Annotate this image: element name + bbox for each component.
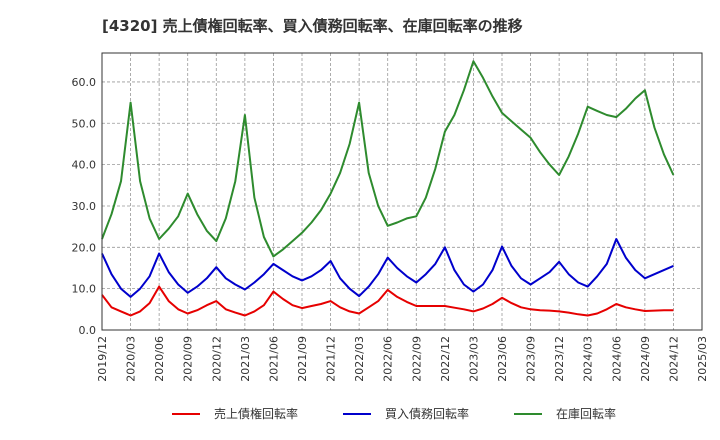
chart-title: [4320] 売上債権回転率、買入債務回転率、在庫回転率の推移 [102,17,523,35]
legend-label-0: 売上債権回転率 [214,406,298,421]
y-tick-label: 10.0 [72,283,97,296]
y-tick-label: 40.0 [72,159,97,172]
x-tick-label: 2021/03 [239,336,252,382]
x-tick-label: 2024/06 [610,336,623,382]
x-tick-label: 2023/06 [496,336,509,382]
x-tick-label: 2019/12 [96,336,109,382]
x-tick-label: 2022/03 [353,336,366,382]
x-tick-label: 2024/03 [582,336,595,382]
y-axis: 0.0 10.0 20.0 30.0 40.0 50.0 60.0 [72,76,97,337]
x-tick-label: 2021/06 [267,336,280,382]
x-tick-label: 2025/03 [696,336,709,382]
legend: 売上債権回転率 買入債務回転率 在庫回転率 [172,406,616,421]
x-tick-label: 2024/12 [667,336,680,382]
x-tick-label: 2020/09 [182,336,195,382]
x-tick-label: 2021/12 [325,336,338,382]
x-tick-label: 2020/06 [153,336,166,382]
x-tick-label: 2022/09 [410,336,423,382]
legend-label-2: 在庫回転率 [556,406,616,421]
x-tick-label: 2020/12 [210,336,223,382]
x-tick-label: 2023/12 [553,336,566,382]
x-tick-label: 2020/03 [125,336,138,382]
y-tick-label: 50.0 [72,117,97,130]
series-line-2 [101,60,675,258]
plot-frame [101,52,703,331]
legend-label-1: 買入債務回転率 [385,406,469,421]
y-tick-label: 60.0 [72,76,97,89]
x-tick-label: 2022/06 [382,336,395,382]
x-tick-label: 2022/12 [439,336,452,382]
y-tick-label: 30.0 [72,200,97,213]
y-tick-label: 0.0 [79,324,97,337]
grid [101,53,703,331]
x-tick-label: 2024/09 [639,336,652,382]
x-axis: 2019/12 2020/03 2020/06 2020/09 2020/12 2021/… [96,336,709,382]
x-tick-label: 2023/09 [525,336,538,382]
series-line-0 [101,285,674,317]
x-tick-label: 2023/03 [467,336,480,382]
series-line-1 [101,238,674,298]
x-tick-label: 2021/09 [296,336,309,382]
series-lines [101,60,675,317]
y-tick-label: 20.0 [72,241,97,254]
